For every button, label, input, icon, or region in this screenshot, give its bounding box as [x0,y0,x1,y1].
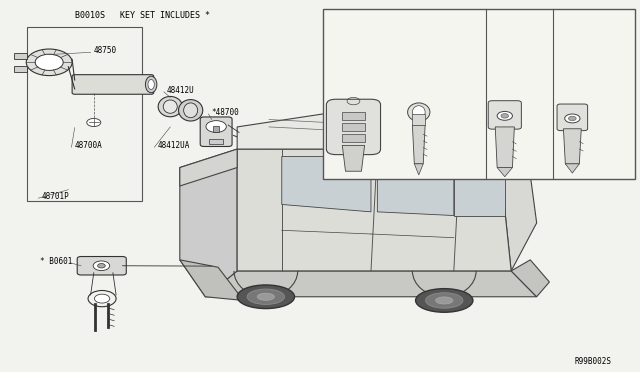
Polygon shape [180,149,237,186]
Circle shape [95,294,109,303]
Circle shape [501,113,509,118]
Ellipse shape [436,297,453,304]
Polygon shape [412,125,425,164]
Circle shape [497,112,513,120]
Polygon shape [454,157,505,215]
Circle shape [93,261,109,270]
Ellipse shape [145,76,157,93]
Bar [323,9,636,179]
Text: SEC. 253: SEC. 253 [328,20,364,26]
Circle shape [35,54,63,70]
Ellipse shape [184,103,198,118]
Ellipse shape [148,80,154,89]
Bar [209,139,223,144]
Text: 48701P: 48701P [42,192,69,201]
Bar [342,112,365,119]
Polygon shape [378,157,454,215]
Ellipse shape [163,100,177,113]
Text: 48700A: 48700A [75,141,102,150]
Text: B0600P: B0600P [561,17,587,23]
Polygon shape [237,149,511,271]
Bar [14,66,27,72]
Text: (MASTER-KEY): (MASTER-KEY) [496,157,541,161]
Polygon shape [563,129,581,164]
Polygon shape [495,127,515,167]
Text: 48750: 48750 [94,46,117,55]
Ellipse shape [412,106,425,119]
Ellipse shape [408,103,430,121]
Text: FOR INTELLIGENCE KEY: FOR INTELLIGENCE KEY [337,157,412,161]
Circle shape [368,151,381,158]
Polygon shape [499,127,537,271]
Ellipse shape [158,96,182,117]
Text: 48412UA: 48412UA [157,141,190,150]
Ellipse shape [237,285,294,309]
Bar [342,134,365,142]
Text: 48412U: 48412U [167,86,195,94]
Bar [27,27,141,201]
Bar [342,123,365,131]
Text: (SUB-KEY): (SUB-KEY) [568,157,602,161]
Circle shape [26,49,72,76]
Circle shape [98,263,105,268]
Text: R99B002S: R99B002S [575,357,612,366]
FancyBboxPatch shape [72,75,154,94]
Polygon shape [180,149,237,297]
Circle shape [568,116,576,121]
Ellipse shape [179,100,203,121]
Ellipse shape [257,293,275,300]
Ellipse shape [247,289,284,304]
Bar [213,126,220,132]
Polygon shape [497,167,513,177]
Text: 68632S *: 68632S * [395,156,432,166]
Text: * B0601: * B0601 [40,257,72,266]
Polygon shape [282,157,371,212]
Polygon shape [414,164,423,175]
Polygon shape [342,145,365,171]
Circle shape [87,118,100,126]
Circle shape [206,121,227,132]
Text: (285E3): (285E3) [328,26,359,33]
FancyBboxPatch shape [326,99,381,155]
Polygon shape [565,164,579,173]
Ellipse shape [415,289,473,312]
Text: B0010S   KEY SET INCLUDES *: B0010S KEY SET INCLUDES * [75,10,210,20]
Text: B0600N: B0600N [494,17,520,23]
Text: *48700: *48700 [212,108,239,117]
Bar [412,114,425,125]
Text: B0600NA: B0600NA [401,17,432,23]
Polygon shape [205,271,537,297]
Ellipse shape [426,293,463,308]
Circle shape [363,148,386,161]
Polygon shape [511,260,549,297]
FancyBboxPatch shape [488,101,522,129]
Bar [14,53,27,59]
Circle shape [564,114,580,123]
FancyBboxPatch shape [77,257,126,275]
Polygon shape [180,260,244,301]
FancyBboxPatch shape [557,104,588,131]
Polygon shape [237,105,524,149]
FancyBboxPatch shape [200,117,232,147]
